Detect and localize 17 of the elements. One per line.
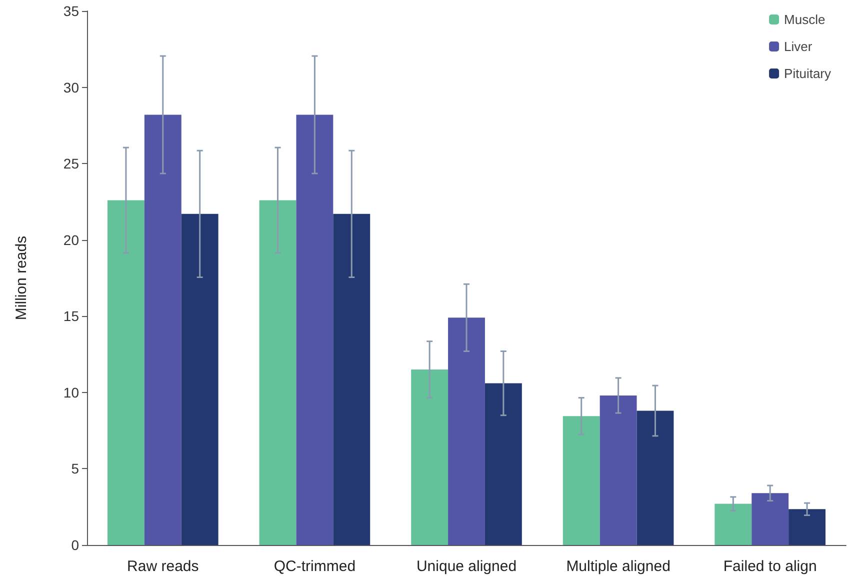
y-tick-label: 30 xyxy=(63,79,80,96)
y-tick-label: 15 xyxy=(63,308,80,324)
x-tick-label: Multiple aligned xyxy=(566,558,670,575)
x-tick-label: Unique aligned xyxy=(416,558,517,575)
y-tick-label: 10 xyxy=(63,384,80,400)
y-tick-label: 20 xyxy=(63,232,80,248)
y-tick-label: 35 xyxy=(63,3,80,19)
x-tick-label: Failed to align xyxy=(723,558,817,575)
y-tick-label: 5 xyxy=(71,460,80,477)
legend-label: Muscle xyxy=(784,12,826,27)
x-tick-label: Raw reads xyxy=(127,558,199,575)
x-tick-label: QC-trimmed xyxy=(274,558,356,575)
y-axis-title: Million reads xyxy=(13,236,30,320)
legend-label: Pituitary xyxy=(784,66,832,81)
legend-label: Liver xyxy=(784,39,813,54)
y-tick-label: 25 xyxy=(63,156,80,172)
y-tick-label: 0 xyxy=(71,537,80,553)
